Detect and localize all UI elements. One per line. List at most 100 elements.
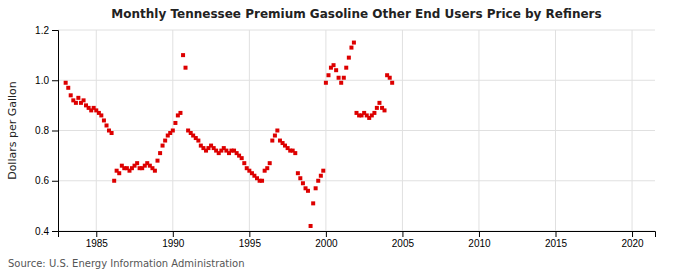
point	[296, 171, 300, 175]
y-axis-tick-mark	[52, 181, 58, 182]
point	[74, 101, 78, 105]
point	[383, 108, 387, 112]
point	[265, 166, 269, 170]
y-axis-tick-mark	[52, 80, 58, 81]
point	[324, 81, 328, 85]
x-axis-tick: 2005	[392, 231, 415, 249]
x-axis-tick: 1995	[239, 231, 262, 249]
y-axis-tick-mark	[52, 30, 58, 31]
x-axis-tick-label: 2010	[468, 238, 491, 249]
point	[173, 121, 177, 125]
point	[240, 156, 244, 160]
point	[184, 66, 188, 70]
point	[349, 46, 353, 50]
point	[316, 179, 320, 183]
grid	[58, 30, 655, 231]
point	[181, 53, 185, 57]
x-axis-tick-label: 1985	[86, 238, 109, 249]
point	[163, 139, 167, 143]
point	[69, 93, 73, 97]
point	[178, 111, 182, 115]
point	[171, 129, 175, 133]
point	[301, 181, 305, 185]
point	[309, 224, 313, 228]
point	[196, 139, 200, 143]
grid-line-y	[58, 130, 655, 131]
point	[82, 98, 86, 102]
y-axis-tick-mark	[52, 131, 58, 132]
point	[314, 186, 318, 190]
point	[375, 106, 379, 110]
y-axis-tick-label: 1.0	[35, 75, 49, 86]
point	[319, 174, 323, 178]
point	[342, 76, 346, 80]
y-axis-tick: 0.4	[35, 226, 58, 237]
x-axis-tick-mark	[326, 231, 327, 237]
source: Source: U.S. Energy Information Administ…	[8, 258, 245, 269]
point	[311, 201, 315, 205]
point	[344, 66, 348, 70]
point	[352, 41, 356, 45]
x-axis-tick-mark	[96, 231, 97, 237]
point	[268, 161, 272, 165]
x-axis-tick-label: 2020	[621, 238, 644, 249]
point	[270, 139, 274, 143]
point	[161, 144, 165, 148]
point	[117, 171, 121, 175]
point	[388, 76, 392, 80]
point	[339, 81, 343, 85]
point	[64, 81, 68, 85]
x-axis-tick-mark	[632, 231, 633, 237]
point	[347, 56, 351, 60]
point	[326, 73, 330, 77]
point	[102, 118, 106, 122]
x-axis-tick-mark	[402, 231, 403, 237]
point	[153, 169, 157, 173]
point	[66, 86, 70, 90]
point	[332, 63, 336, 67]
point	[158, 151, 162, 155]
x-axis-line	[59, 232, 656, 238]
chart: 198519901995200020052010201520200.40.60.…	[0, 0, 675, 275]
y-axis-tick: 1.2	[35, 25, 58, 36]
point	[334, 68, 338, 72]
y-axis-tick-mark	[52, 231, 58, 232]
point	[156, 159, 160, 163]
point	[110, 131, 114, 135]
y-axis-tick-label: 0.8	[35, 125, 49, 136]
x-axis-tick-label: 1990	[162, 238, 185, 249]
y-axis-tick: 0.8	[35, 125, 58, 136]
point	[293, 151, 297, 155]
x-axis-tick-label: 2015	[545, 238, 568, 249]
x-axis-tick: 1985	[86, 231, 109, 249]
x-axis-tick: 2010	[468, 231, 491, 249]
y-axis: 0.4 0.6 0.8 1.0 1.2	[35, 25, 58, 237]
point	[242, 161, 246, 165]
point	[321, 169, 325, 173]
title: Monthly Tennessee Premium Gasoline Other…	[111, 7, 601, 21]
point	[390, 81, 394, 85]
grid-line-y	[58, 80, 655, 81]
point	[260, 179, 264, 183]
grid-line-y	[58, 30, 655, 31]
x-axis-tick: 2000	[315, 231, 338, 249]
y-axis-line	[52, 31, 59, 232]
point	[275, 129, 279, 133]
x-axis-tick-label: 2000	[315, 238, 338, 249]
y-axis-tick-label: 1.2	[35, 25, 49, 36]
point	[372, 111, 376, 115]
point	[306, 189, 310, 193]
x-axis-tick-mark	[173, 231, 174, 237]
x-axis-tick-mark	[249, 231, 250, 237]
x-axis-tick: 2020	[621, 231, 644, 249]
grid-line-y	[58, 180, 655, 181]
point	[105, 123, 109, 127]
y-axis-tick-label: 0.4	[35, 226, 49, 237]
y-axis-tick: 0.6	[35, 175, 58, 186]
point	[76, 96, 80, 100]
point	[273, 134, 277, 138]
x-axis-tick-label: 2005	[392, 238, 415, 249]
point	[377, 101, 381, 105]
x-axis: 1985 1990 1995 2000 2005 2010 2015 2020	[59, 231, 656, 249]
x-axis-tick-label: 1995	[239, 238, 262, 249]
